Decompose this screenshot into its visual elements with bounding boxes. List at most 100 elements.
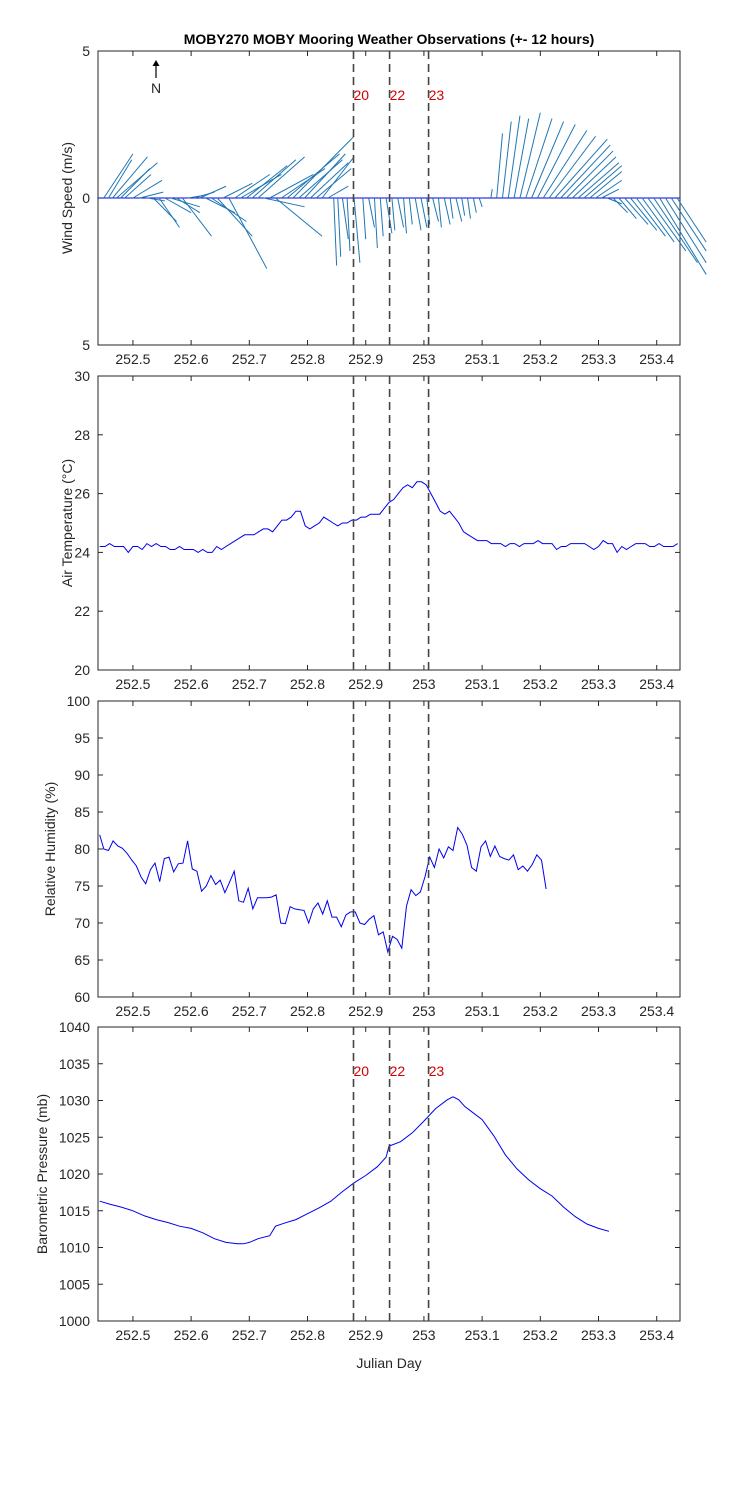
wind-vector — [554, 138, 608, 199]
barometric-pressure-x-tick-label: 253.3 — [581, 1327, 616, 1343]
wind-vector — [519, 112, 541, 199]
barometric-pressure-y-tick-label: 1025 — [59, 1129, 90, 1145]
barometric-pressure-x-tick-label: 252.6 — [174, 1327, 209, 1343]
relative-humidity-y-tick-label: 60 — [74, 989, 90, 1005]
wind-vector — [292, 135, 355, 199]
wind-vector — [542, 130, 588, 199]
wind-event-label: 23 — [429, 87, 445, 103]
north-arrowhead-icon — [152, 60, 160, 66]
wind-vector — [432, 197, 439, 222]
wind-y-tick-label: 5 — [82, 337, 90, 353]
wind-vector — [327, 185, 349, 199]
wind-x-tick-label: 253.4 — [639, 351, 674, 367]
wind-vector — [420, 197, 428, 228]
barometric-pressure-event-label: 23 — [429, 1063, 445, 1079]
wind-panel: 252.5 252.6 252.7 252.8 252.9 253 253.1 253.2 25… — [82, 43, 707, 367]
wind-vector — [368, 197, 375, 228]
relative-humidity-y-tick-label: 75 — [74, 878, 90, 894]
wind-vector — [120, 168, 151, 199]
air-temperature-y-tick-label: 26 — [74, 486, 90, 502]
relative-humidity-x-tick-label: 253.3 — [581, 1003, 616, 1019]
wind-vector — [341, 197, 349, 240]
barometric-pressure-x-tick-label: 252.5 — [115, 1327, 150, 1343]
relative-humidity-x-tick-label: 252.8 — [290, 1003, 325, 1019]
relative-humidity-x-tick-label: 252.5 — [115, 1003, 150, 1019]
relative-humidity-x-tick-label: 253.4 — [639, 1003, 674, 1019]
barometric-pressure-event-label: 20 — [353, 1063, 369, 1079]
wind-vector — [408, 197, 413, 225]
wind-vector — [577, 162, 620, 199]
barometric-pressure-x-tick-label: 253.4 — [639, 1327, 674, 1343]
relative-humidity-y-tick-label: 100 — [67, 693, 91, 709]
wind-y-tick-label: 0 — [82, 190, 90, 206]
wind-vector — [164, 197, 192, 214]
wind-vector — [641, 197, 675, 243]
wind-vector — [211, 197, 247, 222]
wind-vector — [414, 197, 422, 231]
wind-vector — [566, 150, 614, 199]
wind-vector — [635, 197, 666, 237]
wind-vector — [275, 197, 323, 237]
north-indicator: N — [151, 60, 161, 96]
air-temperature-x-tick-label: 252.9 — [348, 676, 383, 692]
wind-x-tick-label: 252.7 — [232, 351, 267, 367]
north-label: N — [151, 80, 161, 96]
wind-vector — [385, 197, 393, 234]
relative-humidity-x-tick-label: 253 — [412, 1003, 436, 1019]
wind-vector — [246, 165, 288, 199]
wind-x-tick-label: 252.8 — [290, 351, 325, 367]
wind-vector — [659, 197, 707, 275]
wind-vector — [624, 197, 649, 225]
wind-x-tick-label: 252.9 — [348, 351, 383, 367]
wind-vector — [461, 197, 466, 216]
wind-vector — [601, 188, 620, 199]
relative-humidity-y-tick-label: 80 — [74, 841, 90, 857]
barometric-pressure-y-tick-label: 1030 — [59, 1093, 90, 1109]
wind-x-tick-label: 252.6 — [174, 351, 209, 367]
wind-vector — [139, 191, 164, 199]
wind-vector — [257, 156, 305, 199]
wind-vector — [531, 121, 565, 199]
wind-vector — [116, 162, 158, 199]
wind-vector — [501, 121, 512, 199]
air-temperature-y-tick-label: 24 — [74, 544, 90, 560]
wind-vector — [222, 182, 253, 199]
wind-vector — [112, 156, 148, 199]
wind-vector — [337, 197, 342, 257]
wind-vector — [391, 197, 396, 231]
wind-vector — [490, 189, 493, 199]
wind-vector — [310, 162, 349, 199]
wind-vector — [467, 197, 471, 219]
wind-vector — [103, 153, 134, 199]
wind-vector — [263, 197, 305, 208]
wind-vector — [443, 197, 451, 225]
wind-vector — [321, 156, 355, 199]
wind-vector — [228, 197, 268, 269]
relative-humidity-y-tick-label: 95 — [74, 730, 90, 746]
wind-x-tick-label: 253.3 — [581, 351, 616, 367]
air-temperature-x-tick-label: 253.4 — [639, 676, 674, 692]
air-temperature-panel: 252.5 252.6 252.7 252.8 252.9 253 253.1 253.2 25… — [74, 368, 681, 692]
barometric-pressure-axis-label: Barometric Pressure (mb) — [34, 1094, 50, 1254]
barometric-pressure-event-label: 22 — [390, 1063, 406, 1079]
relative-humidity-x-tick-label: 252.6 — [174, 1003, 209, 1019]
chart-title: MOBY270 MOBY Mooring Weather Observation… — [184, 31, 595, 47]
air-temperature-x-tick-label: 253 — [412, 676, 436, 692]
wind-vector — [346, 197, 351, 251]
wind-vector — [589, 171, 623, 199]
wind-vector — [525, 118, 553, 199]
air-temperature-x-tick-label: 253.1 — [465, 676, 500, 692]
relative-humidity-series-line — [99, 826, 547, 954]
wind-vector — [560, 144, 611, 199]
wind-vector — [647, 197, 687, 252]
barometric-pressure-y-tick-label: 1015 — [59, 1203, 90, 1219]
barometric-pressure-panel: 252.5 252.6 252.7 252.8 252.9 253 253.1 253.2 25… — [59, 1019, 681, 1343]
wind-vector — [455, 197, 463, 222]
wind-vector — [269, 174, 314, 199]
wind-vector — [478, 197, 483, 207]
wind-vector — [108, 159, 133, 199]
wind-speed-axis-label: Wind Speed (m/s) — [59, 142, 75, 254]
wind-x-tick-label: 253 — [412, 351, 436, 367]
wind-vector — [353, 197, 361, 263]
